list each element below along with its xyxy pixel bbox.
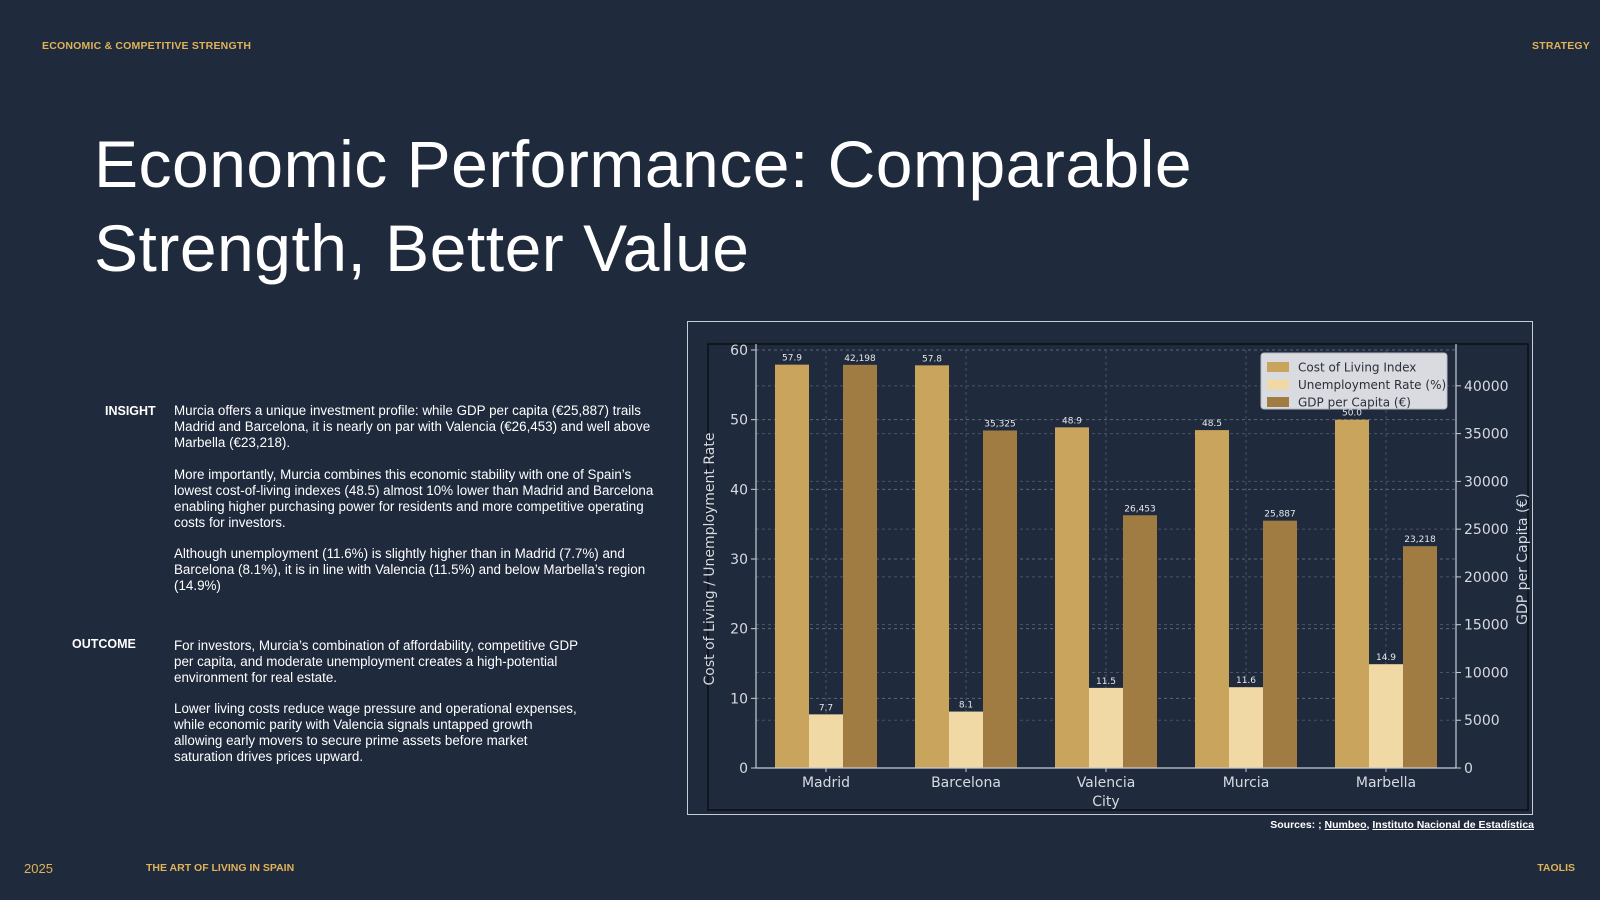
bar-value-label: 57.9 (782, 354, 802, 364)
x-axis-title: City (1092, 794, 1119, 810)
gdp-bar (1123, 515, 1157, 768)
chart-frame: 57.9 57.8 48.9 48.5 50.0 7.7 8.1 11.5 11.6 14.9 42… (687, 321, 1533, 815)
unemployment-bar (1369, 664, 1403, 768)
x-tick-label: Murcia (1223, 775, 1270, 791)
bar-value-label: 26,453 (1124, 504, 1156, 514)
left-tick-label: 10 (730, 691, 748, 707)
right-tick-label: 30000 (1464, 474, 1509, 490)
cost-of-living-bar (915, 365, 949, 768)
legend-label: Unemployment Rate (%) (1298, 378, 1446, 392)
outcome-label: OUTCOME (72, 637, 136, 651)
left-tick-label: 30 (730, 552, 748, 568)
x-tick-label: Valencia (1077, 775, 1136, 791)
left-tick-label: 40 (730, 482, 748, 498)
left-tick-label: 60 (730, 343, 748, 359)
footer-brand: TAOLIS (1537, 862, 1575, 874)
page-title-line-1: Economic Performance: Comparable (94, 127, 1193, 201)
bar-value-label: 57.8 (922, 354, 942, 364)
bar-value-label: 35,325 (984, 419, 1016, 429)
unemployment-bar (809, 714, 843, 768)
insight-paragraph-2: More importantly, Murcia combines this e… (174, 467, 654, 530)
insight-paragraph-1: Murcia offers a unique investment profil… (174, 403, 651, 450)
sources-line: Sources: ; Numbeo, Instituto Nacional de… (1270, 819, 1534, 831)
cost-of-living-bar (775, 364, 809, 768)
x-tick-label: Marbella (1356, 775, 1416, 791)
gdp-bar (1403, 546, 1437, 768)
source-link-ine[interactable]: Instituto Nacional de Estadística (1372, 819, 1534, 831)
x-tick-label: Madrid (802, 775, 850, 791)
bar-value-label: 14.9 (1376, 653, 1396, 663)
right-tick-label: 0 (1464, 761, 1473, 777)
right-axis-title: GDP per Capita (€) (1515, 493, 1531, 625)
unemployment-bar (949, 711, 983, 768)
bar-value-label: 50.0 (1342, 409, 1362, 419)
gdp-bar (983, 430, 1017, 768)
source-link-numbeo[interactable]: Numbeo (1324, 819, 1367, 831)
right-tick-label: 5000 (1464, 713, 1500, 729)
left-tick-label: 0 (739, 761, 748, 777)
economic-comparison-chart: 57.9 57.8 48.9 48.5 50.0 7.7 8.1 11.5 11.6 14.9 42… (702, 343, 1531, 811)
footer-tagline: THE ART OF LIVING IN SPAIN (146, 862, 295, 874)
legend-label: Cost of Living Index (1298, 361, 1416, 375)
outcome-paragraph-2: Lower living costs reduce wage pressure … (174, 701, 577, 764)
insight-paragraph-3: Although unemployment (11.6%) is slightl… (174, 546, 646, 593)
legend-swatch (1267, 397, 1289, 407)
cost-of-living-bar (1335, 419, 1369, 768)
bar-value-label: 42,198 (844, 354, 876, 364)
left-tick-label: 20 (730, 622, 748, 638)
x-tick-label: Barcelona (931, 775, 1001, 791)
right-tick-label: 35000 (1464, 427, 1509, 443)
gdp-bar (843, 364, 877, 768)
unemployment-bar (1229, 687, 1263, 768)
bar-value-label: 11.6 (1236, 676, 1256, 686)
bar-value-label: 7.7 (819, 703, 833, 713)
left-tick-label: 50 (730, 413, 748, 429)
section-header: ECONOMIC & COMPETITIVE STRENGTH (42, 40, 252, 52)
cost-of-living-bar (1055, 427, 1089, 768)
gdp-bar (1263, 520, 1297, 768)
sources-prefix: Sources: ; (1270, 819, 1322, 831)
cost-of-living-bar (1195, 430, 1229, 768)
page-title-line-2: Strength, Better Value (94, 211, 750, 285)
legend-swatch (1267, 362, 1289, 372)
unemployment-bar (1089, 687, 1123, 768)
category-header: STRATEGY (1532, 40, 1590, 52)
right-tick-label: 20000 (1464, 570, 1509, 586)
right-tick-label: 40000 (1464, 379, 1509, 395)
legend-label: GDP per Capita (€) (1298, 396, 1411, 410)
left-axis-title: Cost of Living / Unemployment Rate (702, 433, 718, 686)
right-tick-label: 15000 (1464, 618, 1509, 634)
bar-value-label: 25,887 (1264, 510, 1296, 520)
outcome-paragraph-1: For investors, Murcia’s combination of a… (174, 638, 578, 685)
footer-year: 2025 (24, 861, 53, 876)
sources-separator: , (1366, 819, 1370, 831)
bar-value-label: 11.5 (1096, 677, 1116, 687)
bar-value-label: 23,218 (1404, 535, 1436, 545)
chart-legend (1260, 352, 1448, 410)
right-tick-label: 25000 (1464, 522, 1509, 538)
legend-swatch (1267, 379, 1289, 390)
bar-value-label: 48.9 (1062, 416, 1082, 426)
right-tick-label: 10000 (1464, 665, 1509, 681)
insight-label: INSIGHT (105, 404, 156, 418)
page-title: Economic Performance: Comparable Strengt… (94, 122, 1394, 290)
bar-value-label: 48.5 (1202, 419, 1222, 429)
bar-value-label: 8.1 (959, 701, 973, 711)
